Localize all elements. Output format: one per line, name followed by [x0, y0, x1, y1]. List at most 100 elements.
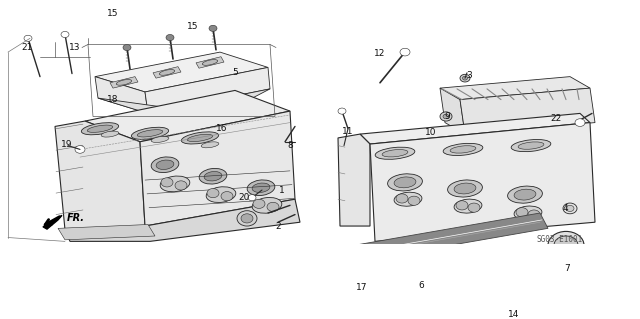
- Circle shape: [516, 208, 528, 217]
- Ellipse shape: [201, 142, 219, 148]
- Polygon shape: [338, 134, 370, 226]
- Ellipse shape: [206, 187, 236, 203]
- Ellipse shape: [454, 183, 476, 194]
- Circle shape: [408, 196, 420, 205]
- Text: 12: 12: [374, 49, 386, 58]
- Circle shape: [456, 201, 468, 210]
- Ellipse shape: [388, 174, 422, 191]
- Circle shape: [396, 194, 408, 203]
- Ellipse shape: [188, 134, 212, 142]
- Circle shape: [460, 74, 470, 82]
- Text: 20: 20: [238, 193, 250, 202]
- Ellipse shape: [394, 177, 416, 188]
- Text: 14: 14: [508, 310, 520, 319]
- Polygon shape: [110, 77, 138, 88]
- Circle shape: [563, 203, 577, 214]
- Circle shape: [166, 34, 174, 41]
- Ellipse shape: [156, 160, 174, 169]
- Text: 17: 17: [356, 283, 368, 292]
- Circle shape: [75, 145, 85, 153]
- Ellipse shape: [454, 199, 482, 213]
- Text: 5: 5: [232, 68, 238, 77]
- Ellipse shape: [160, 176, 190, 192]
- Circle shape: [241, 214, 253, 223]
- Ellipse shape: [514, 189, 536, 200]
- Polygon shape: [55, 121, 145, 230]
- Ellipse shape: [447, 180, 483, 197]
- Polygon shape: [196, 57, 224, 68]
- Ellipse shape: [382, 150, 408, 157]
- Text: 8: 8: [287, 141, 293, 150]
- Polygon shape: [58, 225, 155, 240]
- Text: FR.: FR.: [67, 213, 85, 223]
- Circle shape: [267, 202, 279, 211]
- Ellipse shape: [116, 79, 132, 85]
- Polygon shape: [98, 89, 270, 115]
- Circle shape: [554, 236, 578, 254]
- Text: 7: 7: [564, 264, 570, 273]
- Ellipse shape: [514, 206, 542, 220]
- Text: 1: 1: [279, 186, 285, 195]
- Circle shape: [548, 231, 584, 259]
- Circle shape: [440, 112, 452, 121]
- Polygon shape: [140, 111, 295, 226]
- Text: 18: 18: [108, 95, 119, 104]
- Ellipse shape: [252, 197, 282, 213]
- Ellipse shape: [101, 131, 119, 137]
- Ellipse shape: [151, 157, 179, 173]
- Polygon shape: [145, 67, 270, 113]
- Circle shape: [61, 31, 69, 38]
- Ellipse shape: [81, 123, 118, 135]
- Circle shape: [400, 48, 410, 56]
- Polygon shape: [153, 67, 181, 78]
- Circle shape: [237, 211, 257, 226]
- Polygon shape: [360, 113, 590, 144]
- Ellipse shape: [518, 142, 544, 149]
- Polygon shape: [370, 122, 595, 241]
- Circle shape: [209, 25, 217, 31]
- Ellipse shape: [508, 186, 542, 203]
- Ellipse shape: [181, 132, 219, 144]
- Text: 15: 15: [188, 22, 199, 31]
- Circle shape: [248, 195, 256, 201]
- Text: 15: 15: [108, 9, 119, 18]
- Ellipse shape: [131, 127, 169, 139]
- Text: 4: 4: [562, 204, 568, 213]
- Text: SG03-E1001: SG03-E1001: [537, 234, 583, 244]
- Text: 16: 16: [216, 124, 228, 133]
- Ellipse shape: [199, 168, 227, 184]
- Text: 13: 13: [69, 43, 81, 52]
- Text: 6: 6: [418, 280, 424, 290]
- Circle shape: [443, 114, 449, 119]
- Text: 9: 9: [444, 112, 450, 121]
- Circle shape: [207, 189, 219, 198]
- Polygon shape: [95, 52, 268, 92]
- Ellipse shape: [87, 125, 113, 132]
- Text: 10: 10: [425, 128, 436, 137]
- Circle shape: [175, 181, 187, 190]
- Circle shape: [575, 119, 585, 126]
- Circle shape: [253, 199, 265, 208]
- Circle shape: [338, 108, 346, 114]
- Circle shape: [528, 210, 540, 219]
- Ellipse shape: [202, 60, 218, 65]
- Polygon shape: [43, 215, 62, 229]
- Circle shape: [566, 205, 574, 211]
- Circle shape: [463, 76, 467, 80]
- Ellipse shape: [204, 172, 222, 181]
- Ellipse shape: [137, 130, 163, 137]
- Text: 21: 21: [21, 43, 33, 52]
- Polygon shape: [95, 77, 148, 113]
- Text: 2: 2: [275, 221, 281, 231]
- Ellipse shape: [450, 146, 476, 153]
- Ellipse shape: [252, 183, 270, 192]
- Ellipse shape: [443, 143, 483, 155]
- Ellipse shape: [511, 139, 551, 152]
- Polygon shape: [440, 88, 465, 134]
- Polygon shape: [65, 199, 300, 241]
- Ellipse shape: [159, 70, 175, 75]
- Circle shape: [468, 203, 480, 212]
- Circle shape: [123, 44, 131, 51]
- Polygon shape: [460, 88, 595, 134]
- Text: 11: 11: [342, 127, 354, 136]
